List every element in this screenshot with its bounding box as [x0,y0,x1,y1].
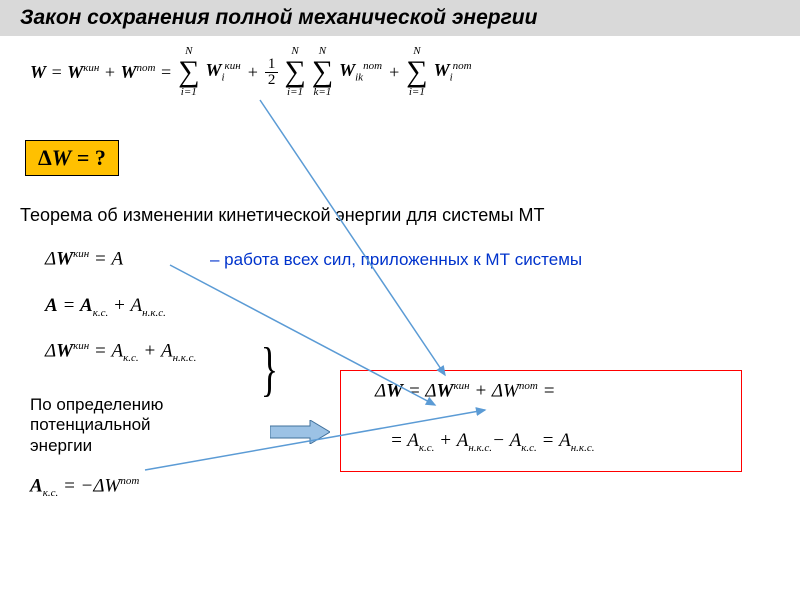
equation-kinetic-split: ΔWкин = Aк.с. + Aн.к.с. [45,340,196,364]
brace-icon: } [261,335,278,404]
equation-work-split: A = Aк.с. + Aн.к.с. [45,295,166,319]
question-box: ΔW = ? [25,140,119,176]
result-equation-2: = Aк.с. + Aн.к.с.− Aк.с. = Aн.к.с. [390,430,594,454]
result-equation-1: ΔW = ΔWкин + ΔWпот = [375,380,555,402]
main-equation: W = Wкин + Wпот = N∑i=1 Wiкин + 12 N∑i=1… [30,46,472,98]
block-arrow-icon [270,420,330,444]
work-annotation: – работа всех сил, приложенных к МТ сист… [210,250,582,270]
equation-kinetic: ΔWкин = A [45,248,123,270]
definition-note: По определению потенциальной энергии [30,395,163,456]
slide-title: Закон сохранения полной механической эне… [0,0,800,36]
theorem-text: Теорема об изменении кинетической энерги… [20,205,545,226]
equation-potential-def: Aк.с. = −ΔWпот [30,475,139,499]
